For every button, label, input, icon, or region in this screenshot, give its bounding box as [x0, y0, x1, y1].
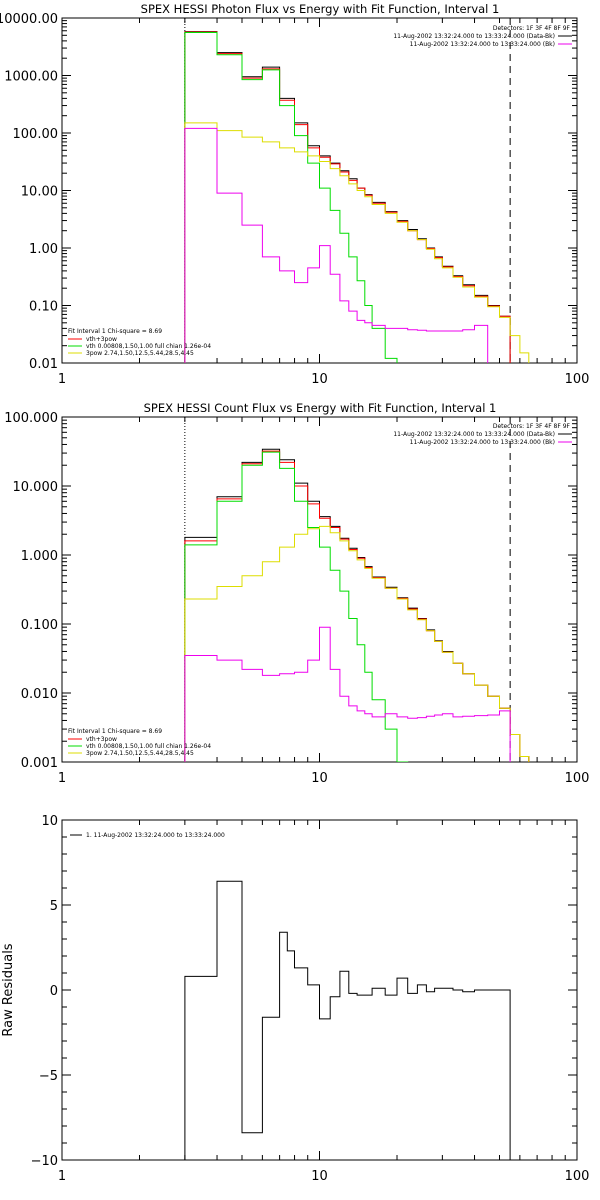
chart3-ytick-label: −10 [31, 1154, 58, 1169]
chart2-legend: Fit Interval 1 Chi-square = 8.69 vth+3po… [68, 728, 211, 757]
chart1-series [184, 31, 530, 363]
chart1-reference-lines [184, 18, 511, 363]
chart1-info-bk: 11-Aug-2002 13:32:24.000 to 13:33:24.000… [410, 41, 555, 48]
chart1-xtick-label: 10 [311, 372, 328, 387]
chart1-ytick-label: 0.10 [29, 300, 58, 315]
count-flux-chart: SPEX HESSI Count Flux vs Energy with Fit… [4, 401, 589, 786]
chart1-xtick-label: 100 [565, 372, 590, 387]
chart2-info-bk: 11-Aug-2002 13:32:24.000 to 13:33:24.000… [410, 439, 555, 446]
chart3-ytick-label: 10 [41, 814, 58, 829]
chart2-reference-lines [184, 417, 511, 762]
chart1-ytick-label: 0.01 [29, 357, 58, 372]
chart3-ytick-label: −5 [39, 1069, 58, 1084]
chart1-ytick-label: 10000.00 [0, 12, 58, 27]
chart1-ytick-label: 1000.00 [4, 70, 58, 85]
chart1-ytick-label: 100.00 [13, 127, 59, 142]
chart2-axes: 1 10 100 0.001 0.010 0.100 1.000 10.000 100.000 [4, 411, 589, 786]
chart1-xtick-label: 1 [58, 372, 66, 387]
chart2-frame [61, 416, 578, 763]
chart3-ytick-label: 0 [50, 984, 58, 999]
chart2-legend-label-2: 3pow 2.74,1.50,12.5,5.44,28.5,4.45 [86, 750, 194, 757]
residuals-chart: 1 10 100 −10 −5 0 5 10 Raw Residuals 1. 11-Aug-… [1, 814, 589, 1184]
chart2-series-2 [184, 451, 511, 762]
chart2-title: SPEX HESSI Count Flux vs Energy with Fit… [144, 401, 497, 415]
chart3-xtick-label: 1 [58, 1169, 66, 1184]
chart1-ytick-label: 1.00 [29, 242, 58, 257]
chart1-legend: Fit Interval 1 Chi-square = 8.69 vth+3po… [68, 328, 211, 357]
chart2-series-3 [184, 525, 530, 762]
chart2-ytick-label: 0.010 [21, 687, 58, 702]
chart2-legend-label-0: vth+3pow [86, 736, 117, 743]
chart3-ytick-label: 5 [50, 899, 58, 914]
chart1-series-0 [184, 31, 511, 363]
chart2-ytick-label: 0.100 [21, 618, 58, 633]
chart2-ytick-label: 1.000 [21, 549, 58, 564]
chart1-legend-header: Fit Interval 1 Chi-square = 8.69 [68, 328, 162, 335]
chart2-xtick-label: 10 [311, 771, 328, 786]
chart3-xtick-label: 10 [311, 1169, 328, 1184]
chart1-legend-label-2: 3pow 2.74,1.50,12.5,5.44,28.5,4.45 [86, 350, 194, 357]
chart2-series-4 [184, 626, 511, 762]
chart2-detectors: Detectors: 1F 3F 4F 8F 9F [493, 423, 571, 430]
chart1-ytick-label: 10.00 [21, 185, 58, 200]
chart1-series-1 [184, 31, 511, 363]
chart1-legend-label-1: vth 0.00808,1.50,1.00 full chian 1.26e-0… [86, 343, 211, 350]
chart1-axes: 1 10 100 0.01 0.10 1.00 10.00 100.00 1000.00 1000… [0, 12, 589, 387]
chart2-legend-header: Fit Interval 1 Chi-square = 8.69 [68, 728, 162, 735]
chart2-info-data: 11-Aug-2002 13:32:24.000 to 13:33:24.000… [393, 431, 555, 438]
chart3-axes: 1 10 100 −10 −5 0 5 10 [31, 814, 590, 1184]
chart1-series-3 [184, 122, 530, 363]
chart2-ytick-label: 100.000 [4, 411, 58, 426]
chart2-legend-label-1: vth 0.00808,1.50,1.00 full chian 1.26e-0… [86, 743, 211, 750]
chart1-legend-label-0: vth+3pow [86, 336, 117, 343]
chart3-xtick-label: 100 [565, 1169, 590, 1184]
chart2-info-box: Detectors: 1F 3F 4F 8F 9F 11-Aug-2002 13… [393, 423, 572, 446]
chart2-ytick-label: 10.000 [13, 480, 59, 495]
chart3-series [184, 880, 511, 1160]
photon-flux-chart: SPEX HESSI Photon Flux vs Energy with Fi… [0, 2, 589, 387]
chart2-ytick-label: 0.001 [21, 756, 58, 771]
chart1-info-data: 11-Aug-2002 13:32:24.000 to 13:33:24.000… [393, 33, 555, 40]
chart2-series [184, 448, 530, 762]
chart2-xtick-label: 100 [565, 771, 590, 786]
chart2-xtick-label: 1 [58, 771, 66, 786]
chart2-series-0 [184, 448, 530, 762]
chart3-series-0 [184, 880, 511, 1160]
chart1-detectors: Detectors: 1F 3F 4F 8F 9F [493, 25, 571, 32]
chart1-series-4 [184, 127, 489, 363]
chart1-series-2 [184, 32, 511, 363]
chart1-info-box: Detectors: 1F 3F 4F 8F 9F 11-Aug-2002 13… [393, 25, 572, 48]
chart1-title: SPEX HESSI Photon Flux vs Energy with Fi… [141, 2, 500, 16]
chart3-ylabel: Raw Residuals [1, 943, 16, 1036]
chart3-legend-label: 1. 11-Aug-2002 13:32:24.000 to 13:33:24.… [86, 832, 225, 839]
